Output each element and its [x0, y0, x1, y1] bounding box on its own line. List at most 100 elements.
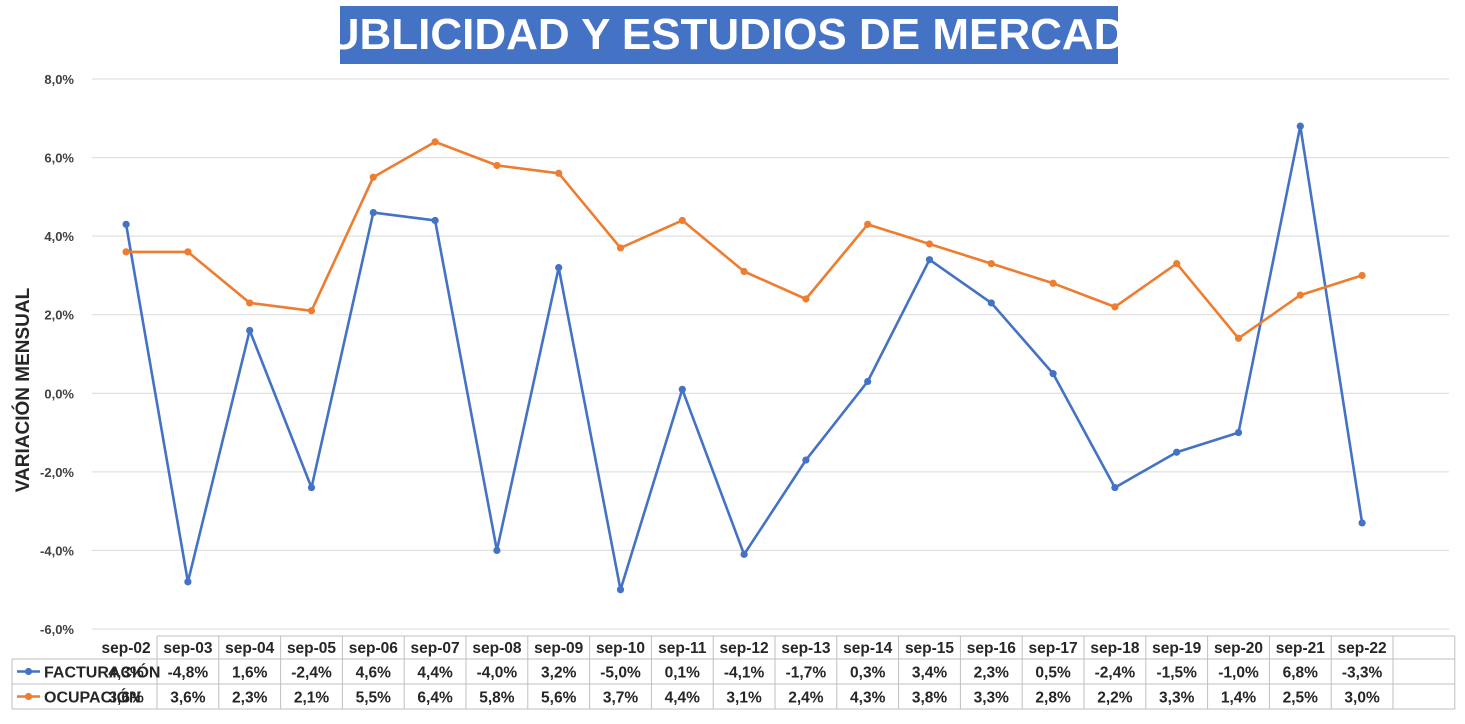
data-point [864, 220, 872, 228]
x-tick-label: sep-09 [534, 640, 583, 657]
data-label: -1,7% [786, 665, 827, 682]
x-tick-label: sep-21 [1276, 640, 1325, 657]
legend-marker [24, 692, 33, 701]
data-point [184, 248, 192, 256]
x-tick-label: sep-15 [905, 640, 954, 657]
data-label: 0,1% [665, 665, 701, 682]
x-tick-label: sep-14 [843, 640, 892, 657]
y-tick-label: 0,0% [44, 386, 74, 401]
data-point [1173, 448, 1181, 456]
data-point [678, 216, 686, 225]
data-point [431, 216, 439, 225]
data-point [431, 138, 439, 146]
y-tick-label: -2,0% [40, 465, 74, 480]
data-label: 3,6% [170, 690, 206, 707]
data-label: 2,5% [1283, 690, 1319, 707]
data-label: 6,8% [1283, 665, 1319, 682]
data-label: 2,3% [974, 665, 1010, 682]
data-point [1173, 260, 1181, 268]
x-tick-label: sep-17 [1029, 640, 1078, 657]
data-label: 3,4% [912, 665, 948, 682]
data-point [307, 307, 316, 315]
data-label: -1,0% [1218, 665, 1259, 682]
y-tick-label: 6,0% [44, 151, 74, 166]
data-label: 2,8% [1035, 690, 1071, 707]
data-point [925, 240, 934, 248]
data-label: 3,2% [541, 665, 577, 682]
x-tick-label: sep-12 [720, 640, 769, 657]
x-tick-label: sep-10 [596, 640, 645, 657]
data-label: -4,0% [477, 665, 518, 682]
data-point [802, 456, 810, 464]
data-point [122, 220, 130, 228]
data-label: 4,4% [417, 665, 453, 682]
x-tick-label: sep-04 [225, 640, 274, 657]
data-label: 5,6% [541, 690, 577, 707]
data-label: 4,6% [356, 665, 392, 682]
gridlines [92, 78, 1449, 630]
data-label: 5,8% [479, 690, 515, 707]
data-label: 1,6% [232, 665, 268, 682]
x-tick-label: sep-06 [349, 640, 398, 657]
data-label: 3,8% [912, 690, 948, 707]
data-point [555, 263, 563, 272]
y-tick-label: 2,0% [44, 308, 74, 323]
data-table: sep-02 sep-03 sep-04 sep-05 sep-06 sep-07 sep-… [11, 635, 1456, 710]
data-label: 0,3% [850, 665, 886, 682]
chart-title: PUBLICIDAD Y ESTUDIOS DE MERCADO [340, 6, 1118, 64]
data-label: 3,7% [603, 690, 639, 707]
data-point [1296, 122, 1304, 130]
series-facturacion [122, 122, 1366, 594]
x-tick-label: sep-13 [781, 640, 830, 657]
data-label: 3,1% [726, 690, 762, 707]
x-tick-label: sep-16 [967, 640, 1016, 657]
data-label: 3,3% [1159, 690, 1195, 707]
legend-label: OCUPACIÓN [44, 688, 141, 707]
data-point [1234, 428, 1243, 437]
data-point [493, 546, 501, 555]
data-point [616, 244, 625, 252]
data-point [925, 256, 934, 264]
legend-marker [24, 667, 33, 676]
data-point [678, 385, 686, 393]
legend-label: FACTURACIÓN [44, 663, 160, 682]
data-point [307, 483, 316, 492]
data-point [616, 586, 625, 594]
series-lines [122, 122, 1366, 594]
y-axis-ticks: 8,0% 6,0% 4,0% 2,0% 0,0% -2,0% -4,0% -6,0% [40, 72, 74, 637]
series-line [124, 124, 1364, 592]
y-tick-label: 8,0% [44, 72, 74, 87]
x-tick-label: sep-11 [658, 640, 707, 657]
data-label: -2,4% [291, 665, 332, 682]
data-point [246, 326, 254, 335]
data-label: -5,0% [600, 665, 641, 682]
data-label: 2,3% [232, 690, 268, 707]
data-point [1049, 370, 1057, 378]
data-point [184, 578, 192, 586]
data-point [987, 260, 995, 268]
data-label: 2,2% [1097, 690, 1133, 707]
series-ocupacion [122, 138, 1366, 342]
data-label: 0,5% [1035, 665, 1071, 682]
data-point [1358, 519, 1366, 527]
data-point [802, 295, 810, 303]
data-point [1296, 291, 1304, 299]
data-point [1049, 279, 1057, 287]
data-label: 3,6% [108, 690, 144, 707]
x-tick-label: sep-20 [1214, 640, 1263, 657]
data-label: 4,3% [850, 690, 886, 707]
data-label: 2,4% [788, 690, 824, 707]
data-point [1111, 483, 1119, 492]
x-tick-label: sep-22 [1338, 640, 1387, 657]
data-point [369, 208, 377, 217]
data-label: -4,8% [168, 665, 209, 682]
data-label: -4,1% [724, 665, 765, 682]
data-label: 5,5% [356, 690, 392, 707]
data-label: 2,1% [294, 690, 330, 707]
data-label: -2,4% [1095, 665, 1136, 682]
data-point [1234, 334, 1243, 342]
data-point [122, 248, 130, 256]
data-point [1111, 303, 1119, 311]
x-tick-label: sep-02 [102, 640, 151, 657]
